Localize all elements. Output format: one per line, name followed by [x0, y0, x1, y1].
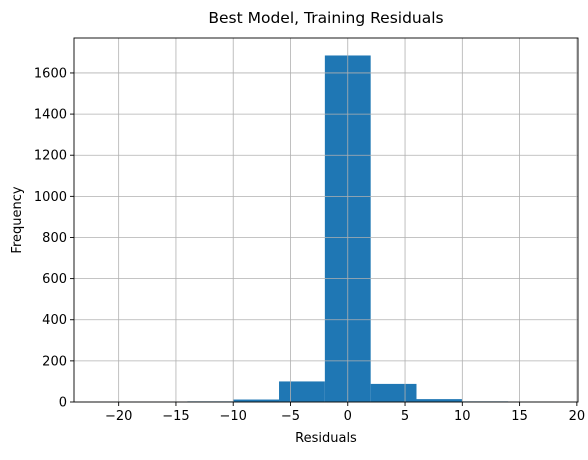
- x-axis-ticks: −20 −15 −10 −5 0 5 10 15 20: [105, 402, 585, 424]
- x-tick-label-7: 15: [511, 409, 528, 424]
- x-tick-label-0: −20: [105, 409, 132, 424]
- y-axis-ticks: 0 200 400 600 800 1000 1200 1400 1600: [34, 66, 74, 410]
- y-tick-label-5: 1000: [34, 190, 67, 205]
- y-tick-label-0: 0: [59, 396, 67, 411]
- y-axis-label: Frequency: [10, 186, 25, 253]
- histogram-bars: [96, 55, 554, 402]
- x-tick-label-5: 5: [401, 409, 409, 424]
- y-tick-label-3: 600: [42, 272, 67, 287]
- x-tick-label-3: −5: [281, 409, 300, 424]
- x-tick-label-1: −15: [162, 409, 189, 424]
- x-axis-label: Residuals: [295, 431, 357, 446]
- histogram-bar-6: [371, 384, 417, 402]
- x-tick-label-8: 20: [569, 409, 586, 424]
- y-tick-label-6: 1200: [34, 149, 67, 164]
- y-tick-label-8: 1600: [34, 66, 67, 81]
- chart-title: Best Model, Training Residuals: [208, 9, 443, 27]
- histogram-bar-4: [279, 381, 325, 402]
- x-tick-label-6: 10: [454, 409, 471, 424]
- y-tick-label-4: 800: [42, 231, 67, 246]
- x-tick-label-4: 0: [344, 409, 352, 424]
- x-tick-label-2: −10: [219, 409, 246, 424]
- y-tick-label-2: 400: [42, 313, 67, 328]
- y-tick-label-7: 1400: [34, 108, 67, 123]
- y-tick-label-1: 200: [42, 354, 67, 369]
